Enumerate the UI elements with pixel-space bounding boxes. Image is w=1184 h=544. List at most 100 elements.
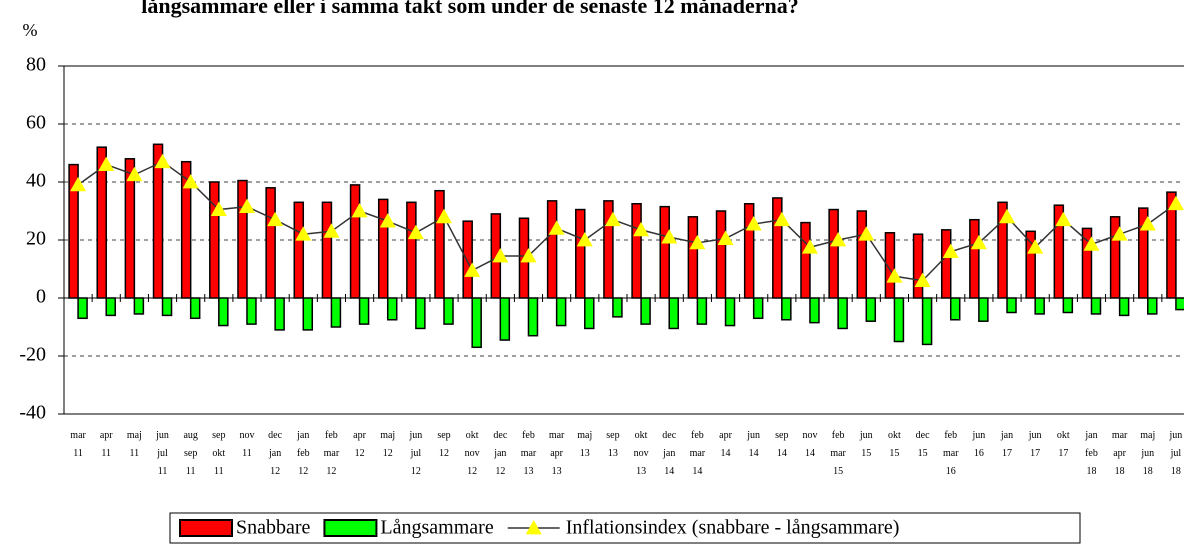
bar xyxy=(415,297,426,330)
bar xyxy=(462,220,473,299)
legend-label: Snabbare xyxy=(236,517,311,539)
x-tick-label: feb mar 12 xyxy=(324,430,340,477)
marker xyxy=(830,232,847,247)
bar xyxy=(386,297,398,321)
x-tick-label: dec jan 14 xyxy=(662,430,677,477)
bar xyxy=(555,297,567,327)
x-tick-label: dec 15 xyxy=(916,430,930,459)
x-tick-label: sep 12 xyxy=(437,430,450,459)
x-tick-label: jun jul 18 xyxy=(1169,430,1183,477)
bar xyxy=(499,297,511,341)
bar xyxy=(1034,297,1045,315)
chart-title: långsammare eller i samma takt som under… xyxy=(141,0,799,18)
bar xyxy=(743,203,755,299)
marker xyxy=(633,221,650,237)
marker xyxy=(886,268,903,283)
marker xyxy=(351,203,368,218)
bar xyxy=(77,297,88,320)
marker xyxy=(1167,195,1184,211)
marker xyxy=(661,229,678,244)
bar xyxy=(1053,204,1065,299)
marker xyxy=(492,247,509,263)
marker xyxy=(379,213,396,228)
y-tick-label: -20 xyxy=(19,344,46,366)
marker xyxy=(604,211,621,227)
bar xyxy=(293,201,305,299)
x-tick-label: jun 16 xyxy=(971,430,985,459)
bar xyxy=(724,297,736,327)
bar xyxy=(659,205,670,299)
bar xyxy=(321,201,333,299)
x-tick-label: maj 13 xyxy=(577,430,592,459)
marker xyxy=(858,226,875,241)
bar xyxy=(237,179,248,299)
x-tick-label: mar apr 18 xyxy=(1112,430,1128,477)
bar xyxy=(209,181,220,299)
x-tick-label: aug sep 11 xyxy=(183,430,197,477)
marker xyxy=(914,272,931,287)
marker xyxy=(267,211,284,227)
bar xyxy=(1166,191,1177,299)
bar xyxy=(1147,297,1158,315)
bar xyxy=(800,221,811,299)
bar xyxy=(527,297,539,337)
bar xyxy=(218,297,229,327)
marker xyxy=(576,232,593,247)
bar xyxy=(828,208,839,299)
bar xyxy=(1006,297,1017,314)
x-tick-label: okt 15 xyxy=(888,430,901,459)
marker xyxy=(1055,211,1072,227)
marker xyxy=(717,230,734,245)
x-tick-label: sep 13 xyxy=(606,430,619,459)
bar xyxy=(406,201,417,299)
marker xyxy=(323,223,340,238)
bar xyxy=(1025,230,1036,299)
x-tick-label: maj 12 xyxy=(380,430,395,459)
bar xyxy=(1109,216,1121,299)
bar xyxy=(584,297,595,330)
bar xyxy=(575,208,586,299)
x-tick-label: jun 17 xyxy=(1028,430,1042,459)
bar xyxy=(1090,297,1102,315)
x-tick-label: apr 11 xyxy=(100,430,113,459)
bar xyxy=(969,218,980,299)
x-tick-label: feb mar 16 xyxy=(943,430,959,477)
legend-swatch xyxy=(323,519,378,537)
bar xyxy=(1062,297,1074,314)
y-tick-label: 0 xyxy=(36,286,46,308)
marker xyxy=(1083,236,1100,251)
marker xyxy=(520,247,537,263)
x-tick-label: apr 14 xyxy=(719,430,732,459)
x-tick-label: dec jan 12 xyxy=(493,430,508,477)
x-tick-label: maj jun 18 xyxy=(1140,430,1155,477)
bar xyxy=(1138,207,1149,299)
bar xyxy=(940,229,952,299)
marker xyxy=(182,174,199,189)
legend-box xyxy=(169,512,1081,544)
marker xyxy=(126,166,143,182)
marker xyxy=(407,224,424,240)
marker xyxy=(464,262,481,277)
bar xyxy=(978,297,989,322)
x-tick-label: maj 11 xyxy=(127,430,142,459)
bar xyxy=(434,189,445,299)
x-tick-label: jun jul 11 xyxy=(155,430,169,477)
bar xyxy=(377,198,389,299)
marker xyxy=(689,234,706,250)
bar xyxy=(893,297,905,343)
x-tick-label: mar apr 13 xyxy=(549,430,565,477)
marker xyxy=(773,211,790,227)
x-tick-label: apr 12 xyxy=(353,430,366,459)
marker xyxy=(70,176,87,192)
bar xyxy=(246,297,257,325)
legend-marker xyxy=(525,520,542,535)
marker xyxy=(1139,216,1156,231)
x-tick-label: feb mar 13 xyxy=(521,430,537,477)
x-tick-label: dec jan 12 xyxy=(268,430,283,477)
x-tick-label: jun jul 12 xyxy=(408,430,422,477)
marker xyxy=(1027,239,1044,254)
marker xyxy=(98,156,115,171)
bar xyxy=(631,203,642,299)
marker xyxy=(999,208,1016,224)
